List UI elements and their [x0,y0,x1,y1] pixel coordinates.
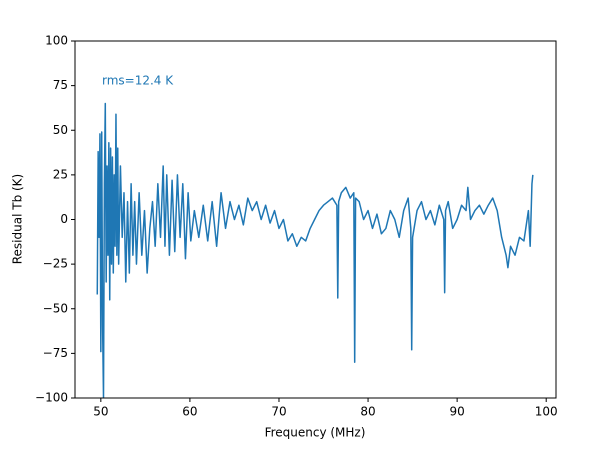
x-tick-label: 70 [271,405,286,419]
annotation: rms=12.4 K [102,74,174,88]
y-tick-label: 100 [45,34,68,48]
x-tick-label: 50 [93,405,108,419]
y-tick-label: −25 [43,257,68,271]
x-axis-label: Frequency (MHz) [265,426,366,440]
data-line [96,102,534,398]
x-tick-label: 60 [182,405,197,419]
y-tick-label: −75 [43,346,68,360]
y-tick-label: 25 [53,167,68,181]
x-tick-label: 90 [449,405,464,419]
y-tick-label: 50 [53,123,68,137]
plot-frame [74,40,557,399]
x-tick-label: 80 [360,405,375,419]
y-axis-label: Residual Tb (K) [11,174,25,265]
y-tick-label: 0 [60,212,68,226]
y-tick-label: −50 [43,301,68,315]
y-tick-label: 75 [53,78,68,92]
y-tick-label: −100 [35,391,68,405]
x-tick-label: 100 [535,405,558,419]
